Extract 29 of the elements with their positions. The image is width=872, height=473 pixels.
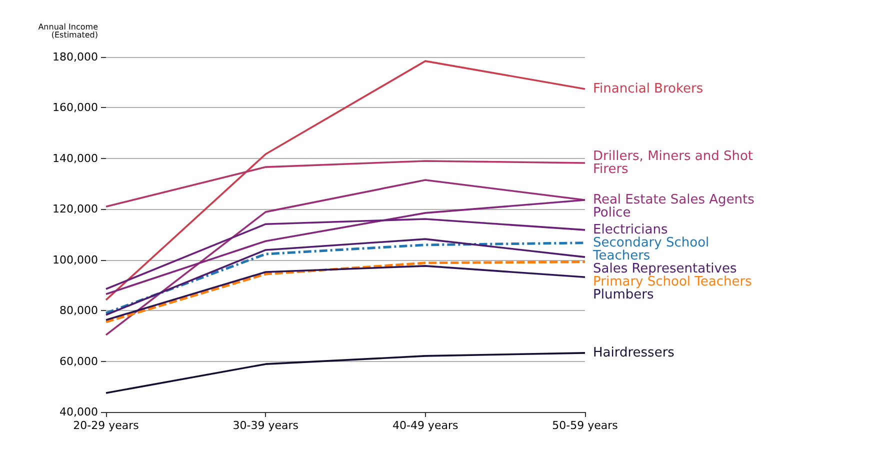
y-tick-label: 140,000 — [52, 152, 98, 165]
line-series — [105, 352, 586, 394]
line-series — [105, 218, 586, 290]
y-tick-label: 40,000 — [60, 406, 98, 418]
series-label: Secondary School Teachers — [592, 235, 714, 264]
y-tick-label: 160,000 — [52, 101, 98, 114]
x-tick-label: 30-39 years — [232, 419, 299, 432]
series-label: Hairdressers — [593, 345, 675, 360]
series-label: Financial Brokers — [593, 81, 704, 96]
series-label: Police — [593, 206, 631, 221]
series-label: Real Estate Sales Agents — [593, 192, 755, 208]
x-tick-label: 50-59 years — [552, 419, 618, 432]
x-tick-label: 20-29 years — [73, 419, 140, 432]
line-series — [105, 179, 586, 336]
y-tick-label: 180,000 — [52, 50, 98, 64]
line-series — [105, 160, 586, 208]
line-series — [105, 199, 586, 295]
y-tick-label: 80,000 — [60, 304, 98, 318]
y-tick-label: 60,000 — [60, 354, 98, 368]
y-tick-label: 120,000 — [52, 202, 98, 216]
line-series — [105, 60, 586, 301]
y-tick-label: 100,000 — [52, 253, 98, 266]
series-label: Plumbers — [593, 287, 654, 302]
series-label: Primary School Teachers — [593, 274, 752, 290]
series-label: Electricians — [593, 222, 668, 238]
series-label: Drillers, Miners and Shot Firers — [593, 148, 758, 177]
series-label: Sales Representatives — [593, 261, 737, 276]
y-axis-title: Annual Income (Estimated) — [38, 22, 98, 40]
x-tick-label: 40-49 years — [392, 419, 458, 432]
